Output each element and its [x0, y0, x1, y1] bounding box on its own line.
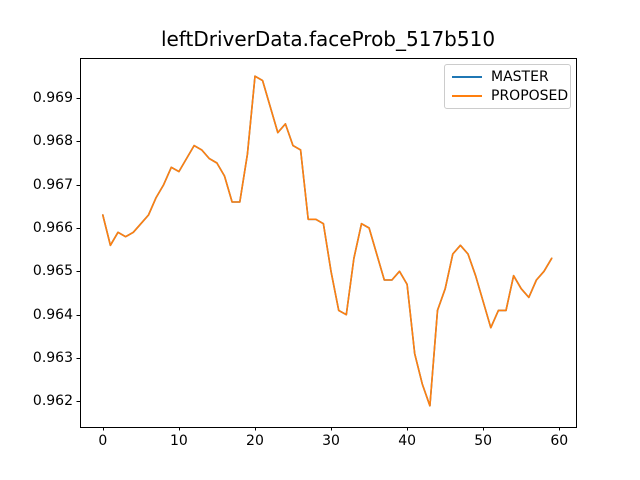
master-line [102, 75, 553, 407]
proposed-line-sample [452, 95, 482, 98]
y-tick-label: 0.962 [32, 393, 73, 410]
y-tick-label: 0.964 [32, 306, 73, 323]
y-tick-label: 0.965 [32, 263, 73, 280]
legend-label-proposed: PROPOSED [491, 88, 569, 105]
x-tick-label: 50 [474, 433, 493, 449]
x-tick-label: 60 [550, 433, 569, 449]
y-tick-label: 0.968 [32, 133, 73, 150]
chart-title: leftDriverData.faceProb_517b510 [160, 27, 496, 51]
legend-label-master: MASTER [491, 68, 549, 85]
y-tick-label: 0.963 [32, 350, 73, 367]
x-tick-label: 20 [246, 433, 264, 449]
y-tick-label: 0.967 [32, 176, 73, 193]
x-tick-label: 0 [98, 433, 108, 449]
y-tick-label: 0.969 [32, 89, 73, 106]
x-tick-label: 10 [169, 433, 188, 449]
legend-item-master: MASTER [452, 67, 563, 86]
axes-spines [80, 58, 577, 428]
x-tick-label: 30 [322, 433, 340, 449]
y-tick-label: 0.966 [32, 219, 73, 236]
legend-item-proposed: PROPOSED [452, 87, 568, 106]
x-tick-label: 40 [398, 433, 417, 449]
master-line-sample [452, 75, 482, 78]
legend: MASTER PROPOSED [444, 64, 571, 109]
proposed-line [102, 75, 553, 407]
